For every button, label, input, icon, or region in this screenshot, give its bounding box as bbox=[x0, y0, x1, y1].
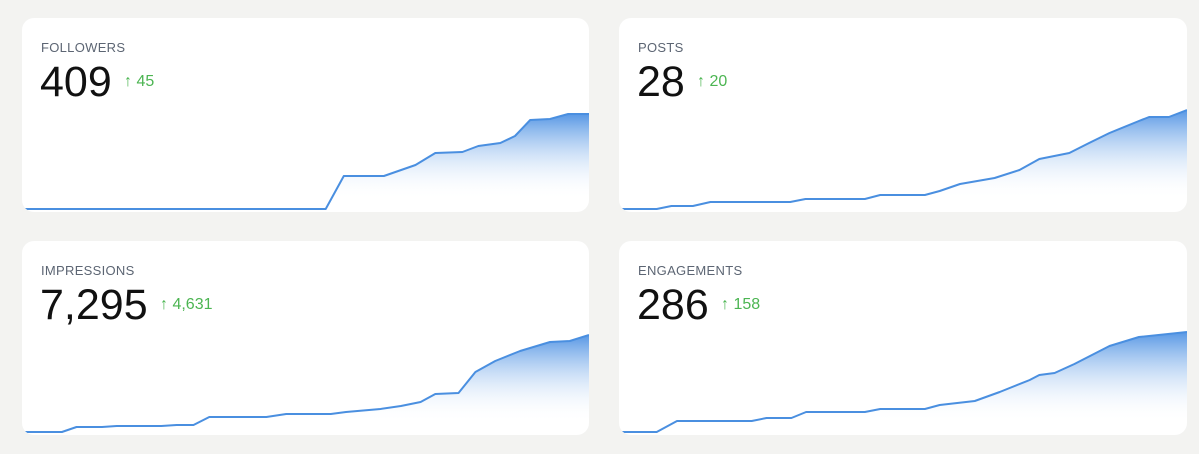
trend-area bbox=[24, 114, 589, 209]
metric-label: FOLLOWERS bbox=[41, 40, 126, 55]
trend-line bbox=[24, 334, 589, 433]
sparkline bbox=[621, 109, 1187, 210]
trend-line bbox=[621, 331, 1187, 433]
metric-value: 286 bbox=[637, 281, 709, 329]
metric-card: POSTS 28 ↑ 20 bbox=[619, 18, 1187, 212]
metric-change: ↑ 158 bbox=[721, 296, 761, 313]
metric-label: IMPRESSIONS bbox=[41, 263, 135, 278]
metric-label: ENGAGEMENTS bbox=[638, 263, 743, 278]
trend-area bbox=[621, 332, 1187, 432]
metric-change: ↑ 4,631 bbox=[160, 296, 213, 313]
metric-value: 7,295 bbox=[40, 281, 148, 329]
trend-line bbox=[621, 109, 1187, 210]
metric-value: 28 bbox=[637, 58, 685, 106]
sparkline bbox=[24, 113, 589, 210]
trend-area bbox=[24, 335, 589, 432]
metric-card: IMPRESSIONS 7,295 ↑ 4,631 bbox=[22, 241, 589, 435]
metric-card: ENGAGEMENTS 286 ↑ 158 bbox=[619, 241, 1187, 435]
trend-line bbox=[24, 113, 589, 210]
metric-value: 409 bbox=[40, 58, 112, 106]
sparkline bbox=[24, 334, 589, 433]
metric-change: ↑ 20 bbox=[697, 73, 728, 90]
sparkline bbox=[621, 331, 1187, 433]
metric-card: FOLLOWERS 409 ↑ 45 bbox=[22, 18, 589, 212]
trend-area bbox=[621, 110, 1187, 209]
metric-change: ↑ 45 bbox=[124, 73, 155, 90]
metric-label: POSTS bbox=[638, 40, 684, 55]
